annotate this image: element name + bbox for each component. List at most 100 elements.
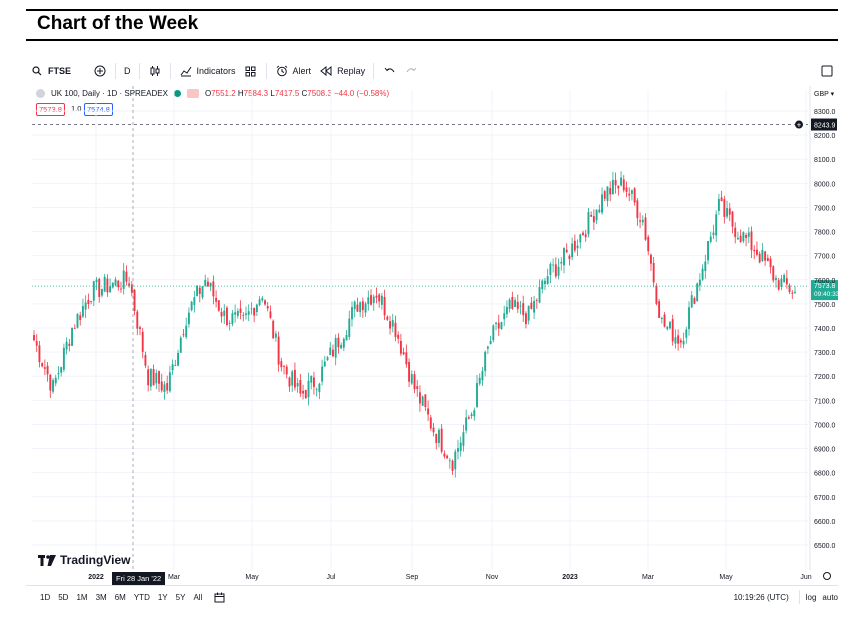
candle-body: [285, 366, 288, 375]
candle-body: [139, 327, 141, 329]
ohlc-values: O7551.2 H7584.3 L7417.5 C7508.3 −44.0 (−…: [204, 89, 390, 98]
candle-body: [280, 361, 283, 368]
candle-body: [595, 209, 598, 221]
candle-body: [421, 396, 424, 406]
candle-body: [467, 417, 470, 419]
candle-body: [739, 235, 742, 243]
utc-clock[interactable]: 10:19:26 (UTC): [733, 592, 789, 602]
candle-body: [158, 371, 160, 384]
candlestick-chart[interactable]: 8243.9+7573.809:40:33 8300.08200.08100.0…: [26, 86, 838, 586]
candle-body: [65, 341, 68, 350]
y-tick-label: 8300.0: [814, 109, 836, 116]
templates-button[interactable]: [240, 60, 262, 82]
redo-button[interactable]: [400, 60, 422, 82]
x-tick-label: Jul: [327, 574, 336, 581]
candle-body: [628, 193, 631, 196]
candle-body: [253, 307, 256, 316]
alert-button[interactable]: Alert: [271, 60, 316, 82]
candle-body: [682, 340, 685, 345]
calendar-icon[interactable]: [212, 590, 226, 604]
candle-body: [769, 258, 772, 268]
chart-type-button[interactable]: [144, 60, 166, 82]
candle-body: [554, 264, 557, 277]
cursor-date-label: Fri 28 Jan '22: [112, 572, 166, 585]
x-tick-label: Jun: [800, 574, 811, 581]
candle-body: [304, 389, 307, 399]
candle-body: [693, 298, 696, 304]
y-tick-label: 6500.0: [814, 543, 836, 550]
spread-value: 1.0: [71, 104, 82, 113]
page-title: Chart of the Week: [37, 13, 199, 34]
candle-body: [367, 297, 370, 305]
range-button-5d[interactable]: 5D: [58, 592, 69, 602]
y-tick-label: 7700.0: [814, 254, 836, 261]
candle-body: [690, 295, 693, 308]
candle-body: [650, 254, 652, 264]
candle-body: [780, 278, 783, 287]
candle-body: [685, 329, 688, 338]
separator: [115, 63, 117, 79]
indicators-button[interactable]: Indicators: [175, 60, 240, 82]
candle-body: [397, 334, 400, 339]
candle-body: [302, 390, 305, 394]
y-tick-label: 6600.0: [814, 519, 836, 526]
compare-button[interactable]: [89, 60, 111, 82]
range-button-1m[interactable]: 1M: [76, 592, 88, 602]
gear-icon[interactable]: [823, 572, 831, 580]
candle-body: [508, 299, 511, 309]
undo-button[interactable]: [378, 60, 400, 82]
candle-body: [193, 297, 196, 306]
ask-button[interactable]: 7574.8: [84, 103, 113, 116]
candle-body: [465, 417, 468, 431]
candle-body: [394, 322, 397, 337]
replay-button[interactable]: Replay: [315, 60, 369, 82]
candle-body: [288, 377, 291, 387]
plus-icon: [795, 120, 803, 129]
fullscreen-button[interactable]: [816, 60, 838, 82]
candle-body: [144, 355, 147, 366]
y-tick-label: 7600.0: [814, 278, 836, 285]
x-tick-label: Sep: [406, 574, 419, 581]
candle-body: [688, 307, 690, 330]
y-tick-label: 7100.0: [814, 398, 836, 405]
candle-body: [454, 451, 457, 470]
candle-body: [647, 236, 650, 252]
range-button-5y[interactable]: 5Y: [175, 592, 186, 602]
candle-body: [544, 280, 546, 285]
candle-body: [582, 232, 584, 235]
range-button-3m[interactable]: 3M: [95, 592, 107, 602]
candle-body: [43, 367, 46, 369]
auto-toggle[interactable]: auto: [822, 592, 838, 602]
candle-body: [378, 294, 381, 302]
candle-body: [750, 231, 753, 251]
y-tick-label: 8000.0: [814, 181, 836, 188]
candle-body: [571, 243, 574, 258]
range-button-1y[interactable]: 1Y: [157, 592, 168, 602]
candle-body: [476, 383, 478, 408]
rewind-icon: [319, 64, 333, 78]
interval-label: D: [124, 66, 131, 76]
candle-body: [590, 214, 593, 217]
candle-body: [775, 277, 777, 280]
bid-button[interactable]: 7573.8: [36, 103, 65, 116]
candle-body: [274, 333, 277, 338]
candle-body: [114, 279, 117, 286]
range-button-all[interactable]: All: [193, 592, 203, 602]
candle-body: [620, 177, 623, 186]
candle-body: [473, 410, 476, 417]
candle-body: [41, 363, 44, 367]
candle-body: [234, 312, 237, 315]
log-toggle[interactable]: log: [805, 592, 817, 602]
candle-body: [669, 321, 671, 329]
replay-label: Replay: [337, 66, 366, 76]
candle-body: [90, 301, 93, 302]
interval-button[interactable]: D: [120, 60, 135, 82]
undo-icon: [382, 64, 396, 78]
symbol-search-button[interactable]: FTSE: [26, 60, 75, 82]
range-button-6m[interactable]: 6M: [114, 592, 126, 602]
range-button-1d[interactable]: 1D: [40, 592, 51, 602]
instrument-title[interactable]: UK 100, Daily · 1D · SPREADEX: [51, 89, 168, 98]
candle-body: [533, 300, 536, 313]
candle-body: [592, 216, 595, 223]
range-button-ytd[interactable]: YTD: [133, 592, 150, 602]
